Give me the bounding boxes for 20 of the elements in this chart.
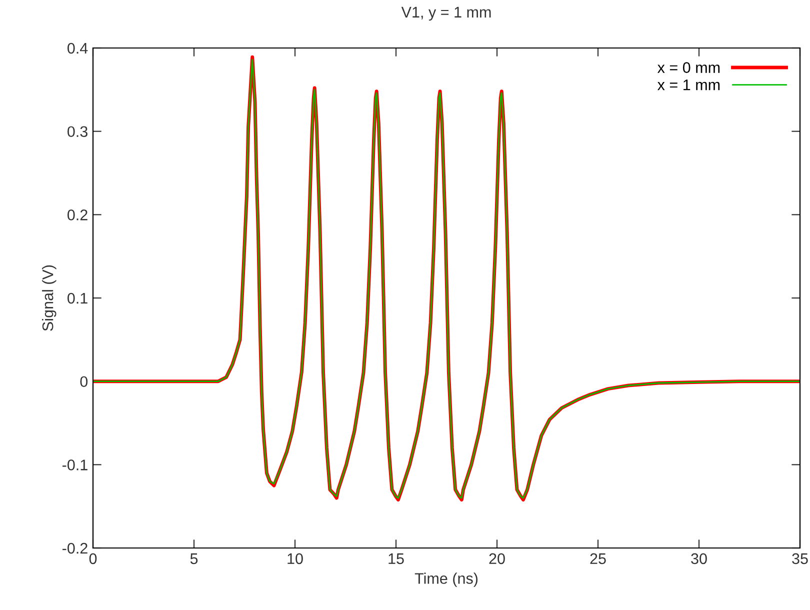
y-axis-title: Signal (V): [42, 265, 56, 331]
x-tick-label: 35: [792, 553, 808, 564]
y-tick-label: 0.3: [68, 126, 88, 138]
y-tick-label: 0.4: [68, 42, 88, 54]
x-tick-label: 10: [288, 553, 303, 564]
x-tick-label: 15: [388, 553, 404, 564]
y-tick-label: 0.1: [68, 292, 88, 304]
y-tick-label: -0.2: [62, 542, 88, 554]
legend-label: x = 1 mm: [657, 80, 720, 90]
y-tick-label: 0: [80, 376, 88, 388]
chart-title: V1, y = 1 mm: [401, 6, 491, 21]
x-tick-label: 30: [691, 553, 707, 564]
x-tick-label: 20: [489, 553, 505, 564]
legend-label: x = 0 mm: [657, 62, 720, 73]
x-axis-title: Time (ns): [414, 572, 478, 587]
x-tick-label: 25: [590, 553, 606, 564]
y-tick-label: -0.1: [62, 460, 88, 470]
x-tick-label: 0: [89, 553, 97, 564]
y-tick-label: 0.2: [68, 210, 88, 220]
x-tick-label: 5: [190, 553, 198, 564]
